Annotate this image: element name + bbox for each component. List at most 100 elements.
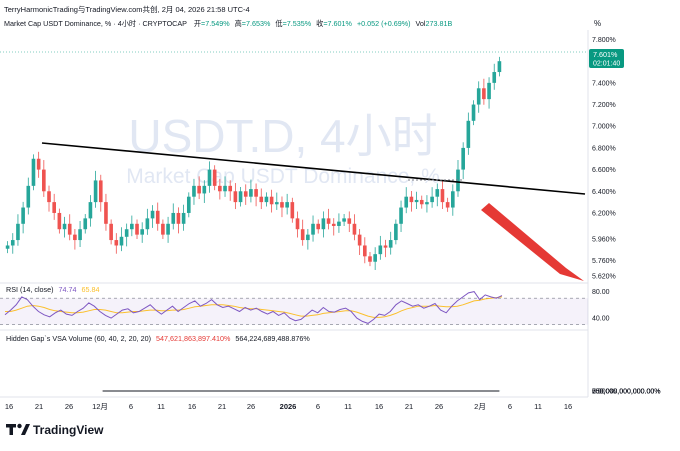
price-tick-label-3: 7.200% [592,102,616,109]
publisher-text: TerryHarmonicTrading与TradingView.com共创, … [4,4,250,14]
candle-body [358,235,362,246]
candle-body [353,224,357,235]
candle-body [244,191,248,196]
candle-body [415,200,419,202]
candle-body [166,224,170,235]
price-tick-label-2: 7.400% [592,80,616,87]
time-tick-label-13: 21 [405,402,413,411]
candle-body [239,191,243,202]
price-badge-countdown: 02:01:40 [593,61,620,68]
candle-body [461,148,465,170]
price-tick-label-10: 5.760% [592,258,616,265]
candle-body [322,218,326,229]
candle-body [177,213,181,224]
rsi-tick-label-1: 40.00 [592,316,610,323]
price-tick-label-9: 5.960% [592,236,616,243]
candle-body [99,180,103,202]
candle-body [472,105,476,121]
candle-body [249,189,253,197]
candle-body [347,218,351,223]
volume-axis: 750,000,000,000.00%500,000,000,000.00%25… [592,388,661,395]
candle-body [223,186,227,191]
candle-body [171,213,175,224]
candle-body [394,224,398,240]
candle-body [135,224,139,235]
time-tick-label-5: 11 [157,402,165,411]
candle-body [187,197,191,213]
logo-stem-icon [10,424,14,435]
candle-body [327,218,331,223]
candle-body [498,61,502,72]
candle-body [218,186,222,191]
price-tick-label-11: 5.620% [592,273,616,280]
price-tick-label-4: 7.000% [592,124,616,131]
time-tick-label-14: 26 [435,402,443,411]
candle-body [265,197,269,202]
time-tick-label-18: 16 [564,402,572,411]
candle-body [420,200,424,204]
price-tick-label-8: 6.200% [592,210,616,217]
candle-body [197,186,201,194]
candle-body [487,83,491,99]
volume-legend: Hidden Gap`s VSA Volume (60, 40, 2, 20, … [6,334,310,343]
candle-body [384,245,388,247]
candle-body [47,191,51,202]
candle-body [467,121,471,148]
candle-body [42,170,46,192]
candle-body [275,202,279,204]
candle-body [285,202,289,207]
candle-body [213,170,217,186]
candle-body [404,197,408,208]
candle-body [425,202,429,204]
candle-body [337,222,341,226]
candle-body [78,229,82,240]
candle-body [182,213,186,224]
time-tick-label-17: 11 [534,402,542,411]
candle-body [316,224,320,229]
candle-body [399,208,403,224]
candle-body [73,235,77,240]
candle-body [192,186,196,197]
candle-body [130,224,134,229]
candle-body [11,240,15,245]
candle-body [368,256,372,261]
candle-body [410,197,414,202]
time-tick-label-2: 26 [65,402,73,411]
candle-body [332,224,336,226]
time-tick-label-1: 21 [35,402,43,411]
candle-body [379,245,383,254]
price-tick-label-6: 6.600% [592,167,616,174]
candle-body [58,213,62,229]
candle-body [63,224,67,229]
candle-body [291,202,295,218]
candle-body [21,208,25,224]
candle[interactable] [32,154,36,190]
candle-body [441,189,445,202]
candle-body [140,229,144,234]
candle-body [446,202,450,207]
candle-body [151,211,155,219]
candle-body [146,218,150,229]
candle-body [259,197,263,202]
candle-body [306,235,310,240]
time-tick-label-4: 6 [129,402,133,411]
candle-body [89,202,93,218]
time-tick-label-0: 16 [5,402,13,411]
logo-dot-icon [17,424,21,428]
rsi-legend: RSI (14, close) 74.74 65.84 [6,285,100,294]
time-tick-label-12: 16 [375,402,383,411]
candle-body [435,189,439,197]
time-tick-label-8: 26 [247,402,255,411]
candle-body [94,180,98,202]
candle-body [161,224,165,235]
time-tick-label-15: 2月 [474,402,486,411]
candle-body [482,88,486,99]
candle-body [477,88,481,104]
candle-body [125,229,129,237]
candle-body [280,202,284,207]
price-badge-value: 7.601% [593,50,618,59]
candle-body [52,202,56,213]
volume-tick-label-3: 0.000% [592,389,616,396]
